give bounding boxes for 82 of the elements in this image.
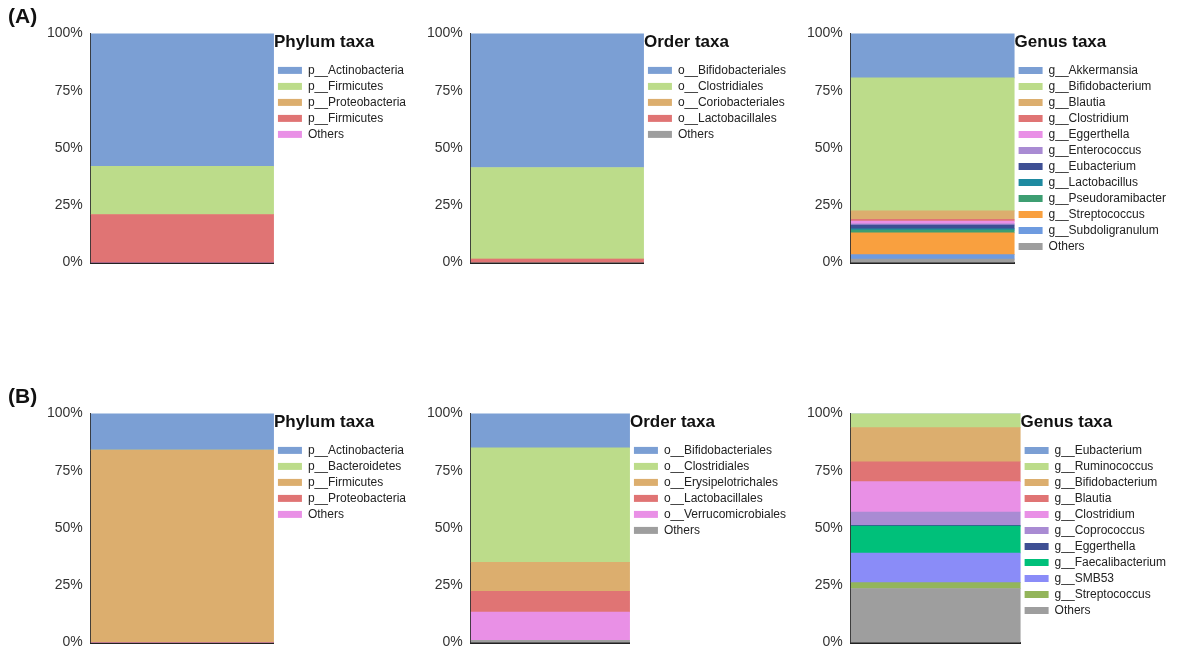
legend-label: Others: [307, 506, 344, 521]
legend-label: o__Verrucomicrobiales: [663, 506, 786, 521]
y-tick-label: 0%: [822, 633, 843, 650]
legend-label: o__Bifidobacteriales: [663, 442, 773, 457]
y-tick-label: 25%: [814, 196, 843, 213]
legend-title: Order taxa: [629, 412, 716, 432]
y-tick-label: 75%: [434, 461, 463, 478]
y-tick-label: 25%: [434, 576, 463, 593]
legend-label: p__Firmicutes: [307, 110, 384, 125]
y-tick-label: 0%: [62, 633, 83, 650]
y-tick-label: 50%: [814, 518, 843, 535]
legend-label: g__Eggerthella: [1048, 126, 1130, 141]
legend-label: g__Streptococcus: [1054, 586, 1151, 601]
legend-label: o__Bifidobacteriales: [677, 62, 787, 77]
legend-label: g__Akkermansia: [1048, 62, 1139, 77]
legend-label: g__Clostridium: [1054, 506, 1135, 521]
legend-label: g__Streptococcus: [1048, 206, 1145, 221]
y-tick-label: 100%: [46, 404, 83, 421]
legend-label: g__Bifidobacterium: [1054, 474, 1158, 489]
y-tick-label: 0%: [62, 253, 83, 270]
legend-label: o__Coriobacteriales: [677, 94, 785, 109]
legend-label: Others: [1048, 238, 1085, 253]
legend-label: g__Subdoligranulum: [1048, 222, 1159, 237]
y-tick-label: 25%: [54, 576, 83, 593]
legend-label: g__Eubacterium: [1048, 158, 1136, 173]
legend-label: g__Blautia: [1048, 94, 1106, 109]
legend-label: g__Coprococcus: [1054, 522, 1145, 537]
y-tick-label: 50%: [434, 518, 463, 535]
y-tick-label: 75%: [814, 81, 843, 98]
legend-label: p__Proteobacteria: [307, 94, 407, 109]
y-tick-label: 50%: [434, 138, 463, 155]
y-tick-label: 75%: [54, 461, 83, 478]
legend-title: Genus taxa: [1020, 412, 1113, 432]
y-tick-label: 100%: [426, 404, 463, 421]
y-tick-label: 100%: [806, 24, 843, 41]
legend-title: Phylum taxa: [273, 32, 375, 52]
legend-label: p__Bacteroidetes: [307, 458, 402, 473]
y-tick-label: 50%: [54, 518, 83, 535]
y-tick-label: 100%: [46, 24, 83, 41]
legend-label: g__Eubacterium: [1054, 442, 1142, 457]
legend-label: g__Bifidobacterium: [1048, 78, 1152, 93]
y-tick-label: 50%: [54, 138, 83, 155]
text: (B): [8, 384, 38, 408]
legend-label: g__SMB53: [1054, 570, 1115, 585]
y-tick-label: 75%: [434, 81, 463, 98]
legend-title: Order taxa: [643, 32, 730, 52]
legend-label: g__Eggerthella: [1054, 538, 1136, 553]
y-tick-label: 0%: [442, 253, 463, 270]
text: (A): [8, 4, 38, 28]
legend-label: Others: [307, 126, 344, 141]
legend-label: p__Firmicutes: [307, 474, 384, 489]
legend-label: g__Faecalibacterium: [1054, 554, 1167, 569]
legend-label: p__Firmicutes: [307, 78, 384, 93]
legend-title: Phylum taxa: [273, 412, 375, 432]
y-tick-label: 25%: [814, 576, 843, 593]
legend-label: g__Clostridium: [1048, 110, 1129, 125]
legend-label: g__Pseudoramibacter: [1048, 190, 1166, 205]
legend-label: p__Proteobacteria: [307, 490, 407, 505]
y-tick-label: 0%: [442, 633, 463, 650]
y-tick-label: 75%: [814, 461, 843, 478]
legend-label: g__Ruminococcus: [1054, 458, 1154, 473]
legend-label: Others: [1054, 602, 1091, 617]
legend-label: p__Actinobacteria: [307, 442, 405, 457]
y-tick-label: 25%: [54, 196, 83, 213]
legend-label: o__Lactobacillales: [663, 490, 763, 505]
legend-title: Genus taxa: [1014, 32, 1107, 52]
y-tick-label: 100%: [806, 404, 843, 421]
legend-label: o__Clostridiales: [663, 458, 750, 473]
legend-label: g__Lactobacillus: [1048, 174, 1138, 189]
legend-label: g__Enterococcus: [1048, 142, 1142, 157]
y-tick-label: 50%: [814, 138, 843, 155]
y-tick-label: 25%: [434, 196, 463, 213]
y-tick-label: 100%: [426, 24, 463, 41]
legend-label: Others: [663, 522, 700, 537]
y-tick-label: 0%: [822, 253, 843, 270]
legend-label: o__Erysipelotrichales: [663, 474, 778, 489]
legend-label: Others: [677, 126, 714, 141]
legend-label: g__Blautia: [1054, 490, 1112, 505]
legend-label: o__Lactobacillales: [677, 110, 777, 125]
y-tick-label: 75%: [54, 81, 83, 98]
legend-label: o__Clostridiales: [677, 78, 764, 93]
legend-label: p__Actinobacteria: [307, 62, 405, 77]
